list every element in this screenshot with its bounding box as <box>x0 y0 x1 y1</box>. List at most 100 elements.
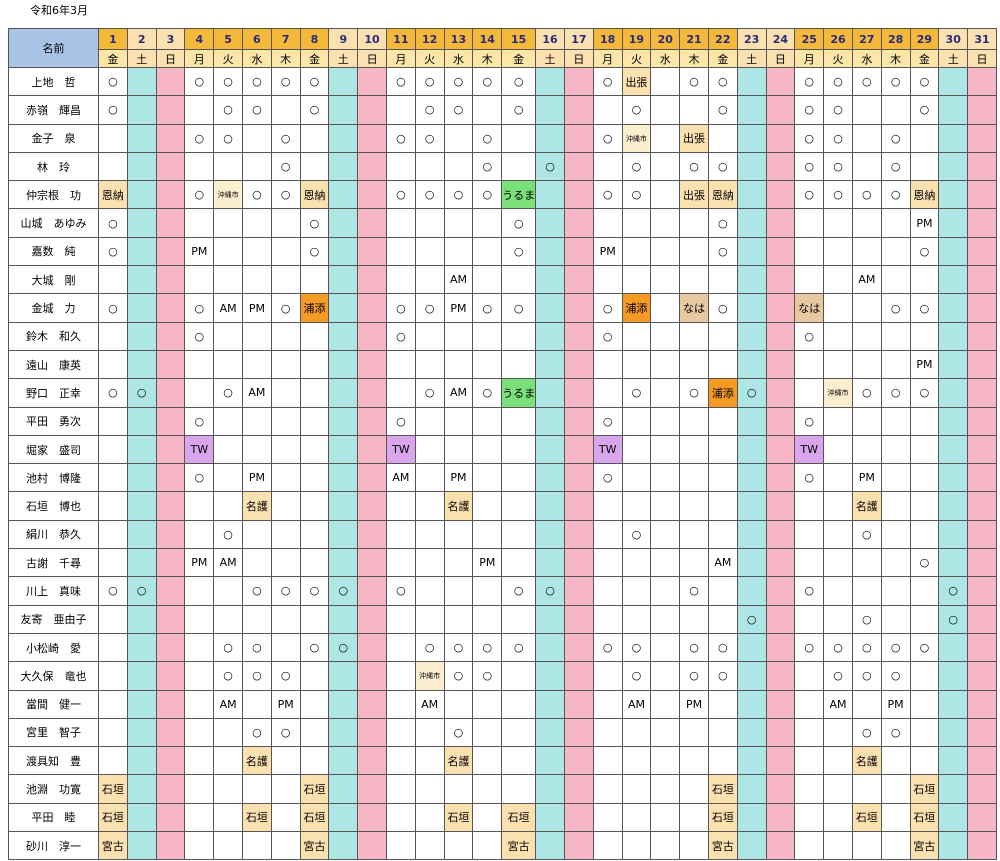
day-cell[interactable] <box>535 293 565 323</box>
day-cell[interactable] <box>650 349 681 380</box>
day-cell[interactable]: ○ <box>270 661 301 691</box>
day-cell[interactable] <box>794 746 825 776</box>
day-cell[interactable] <box>563 151 594 182</box>
day-cell[interactable]: なは <box>794 293 825 323</box>
day-cell[interactable]: ○ <box>385 576 416 606</box>
day-cell[interactable]: ○ <box>592 123 623 153</box>
day-cell[interactable] <box>443 576 474 606</box>
day-cell[interactable]: ○ <box>851 378 882 408</box>
day-cell[interactable] <box>650 491 681 521</box>
day-cell[interactable] <box>241 236 272 267</box>
day-cell[interactable] <box>679 208 709 238</box>
day-cell[interactable]: ○ <box>592 406 623 436</box>
day-cell[interactable] <box>592 774 623 804</box>
day-cell[interactable] <box>880 548 911 578</box>
day-cell[interactable] <box>414 434 445 465</box>
day-cell[interactable] <box>736 548 767 578</box>
day-cell[interactable] <box>184 717 215 748</box>
day-cell[interactable] <box>385 151 416 182</box>
day-cell[interactable]: ○ <box>270 151 301 182</box>
day-cell[interactable] <box>707 604 738 634</box>
day-cell[interactable] <box>299 434 330 465</box>
day-cell[interactable] <box>357 548 387 578</box>
day-cell[interactable] <box>880 208 911 238</box>
day-cell[interactable] <box>98 434 128 465</box>
day-cell[interactable] <box>592 378 623 408</box>
day-cell[interactable] <box>270 378 301 408</box>
day-cell[interactable] <box>823 208 853 238</box>
day-cell[interactable] <box>328 208 359 238</box>
day-cell[interactable]: ○ <box>270 123 301 153</box>
day-cell[interactable] <box>213 463 243 493</box>
day-cell[interactable] <box>563 463 594 493</box>
day-cell[interactable] <box>357 151 387 182</box>
day-cell[interactable] <box>126 632 157 663</box>
day-cell[interactable] <box>823 746 853 776</box>
day-cell[interactable]: ○ <box>823 632 853 663</box>
day-cell[interactable] <box>592 689 623 719</box>
day-cell[interactable] <box>155 717 186 748</box>
day-cell[interactable]: 名護 <box>443 746 474 776</box>
day-cell[interactable] <box>414 802 445 833</box>
day-cell[interactable] <box>299 604 330 634</box>
day-cell[interactable] <box>328 831 359 861</box>
day-cell[interactable]: ○ <box>443 661 474 691</box>
day-cell[interactable]: 宮古 <box>909 831 940 861</box>
day-cell[interactable] <box>443 151 474 182</box>
day-cell[interactable]: 宮古 <box>501 831 537 861</box>
day-cell[interactable] <box>126 66 157 97</box>
day-cell[interactable] <box>501 151 537 182</box>
day-cell[interactable]: ○ <box>213 95 243 125</box>
day-cell[interactable] <box>823 576 853 606</box>
day-cell[interactable] <box>414 548 445 578</box>
day-cell[interactable]: ○ <box>880 661 911 691</box>
day-cell[interactable] <box>823 293 853 323</box>
day-cell[interactable] <box>472 463 503 493</box>
day-cell[interactable] <box>736 95 767 125</box>
day-cell[interactable]: PM <box>184 548 215 578</box>
day-cell[interactable] <box>794 548 825 578</box>
day-cell[interactable] <box>213 236 243 267</box>
day-cell[interactable]: PM <box>270 689 301 719</box>
day-cell[interactable] <box>501 491 537 521</box>
day-cell[interactable] <box>241 151 272 182</box>
day-cell[interactable] <box>736 265 767 295</box>
day-cell[interactable] <box>184 265 215 295</box>
day-cell[interactable]: ○ <box>299 236 330 267</box>
day-cell[interactable]: ○ <box>241 180 272 210</box>
day-cell[interactable]: ○ <box>385 180 416 210</box>
day-cell[interactable] <box>938 265 969 295</box>
day-cell[interactable] <box>563 236 594 267</box>
day-cell[interactable] <box>213 491 243 521</box>
day-cell[interactable] <box>414 151 445 182</box>
day-cell[interactable] <box>535 66 565 97</box>
day-cell[interactable]: AM <box>385 463 416 493</box>
day-cell[interactable] <box>967 208 997 238</box>
day-cell[interactable] <box>357 802 387 833</box>
day-cell[interactable]: ○ <box>794 321 825 351</box>
day-cell[interactable] <box>126 406 157 436</box>
day-cell[interactable]: AM <box>443 265 474 295</box>
day-cell[interactable] <box>938 95 969 125</box>
day-cell[interactable]: ○ <box>736 604 767 634</box>
day-cell[interactable] <box>650 774 681 804</box>
day-cell[interactable] <box>938 746 969 776</box>
day-cell[interactable] <box>184 831 215 861</box>
day-cell[interactable] <box>241 321 272 351</box>
day-cell[interactable] <box>909 123 940 153</box>
day-cell[interactable] <box>184 604 215 634</box>
day-cell[interactable] <box>765 151 796 182</box>
day-cell[interactable] <box>385 831 416 861</box>
day-cell[interactable] <box>563 349 594 380</box>
day-cell[interactable] <box>535 632 565 663</box>
day-cell[interactable] <box>414 349 445 380</box>
day-cell[interactable] <box>357 66 387 97</box>
day-cell[interactable]: ○ <box>592 321 623 351</box>
day-cell[interactable] <box>328 378 359 408</box>
day-cell[interactable] <box>535 802 565 833</box>
day-cell[interactable]: 石垣 <box>851 802 882 833</box>
day-cell[interactable] <box>563 802 594 833</box>
day-cell[interactable] <box>414 831 445 861</box>
day-cell[interactable] <box>535 95 565 125</box>
day-cell[interactable] <box>563 208 594 238</box>
